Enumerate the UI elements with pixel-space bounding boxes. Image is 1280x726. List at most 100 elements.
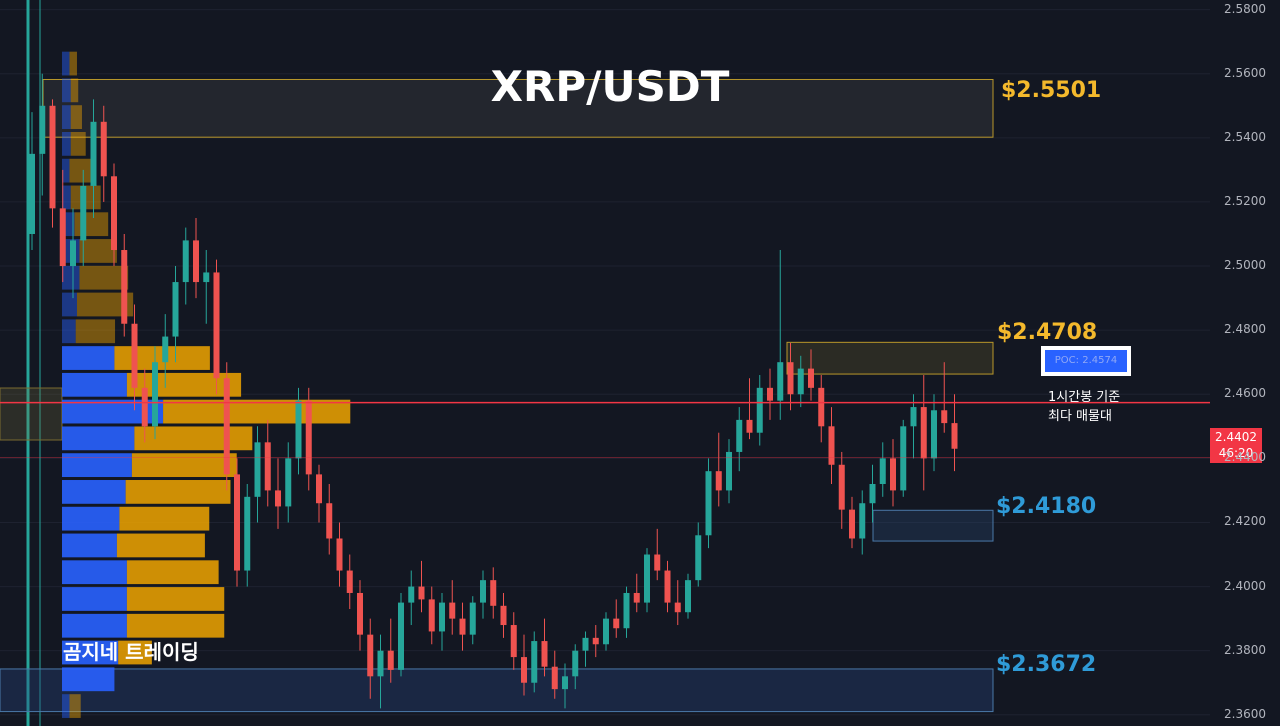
volume-profile-buy-24 — [62, 694, 70, 718]
price-axis-tick-7: 2.4400 — [1224, 450, 1266, 465]
volume-profile-buy-21 — [62, 613, 127, 638]
volume-profile-buy-12 — [62, 372, 127, 397]
candle-body-87 — [920, 407, 927, 459]
volume-profile-sell-14 — [134, 426, 253, 451]
volume-profile-buy-20 — [62, 587, 127, 611]
poc-label: POC: 2.4574 — [1045, 350, 1127, 372]
candle-body-71 — [756, 387, 763, 433]
zone-label-lower-major: $2.3672 — [996, 652, 1097, 677]
volume-profile-buy-0 — [62, 51, 70, 76]
volume-profile-buy-15 — [62, 453, 132, 478]
candle-body-75 — [797, 368, 804, 395]
candle-body-86 — [910, 407, 917, 427]
price-axis-tick-10: 2.3800 — [1224, 642, 1266, 657]
poc-label-box: POC: 2.4574 — [1041, 346, 1131, 376]
volume-profile-buy-3 — [62, 131, 71, 156]
zone-box-0 — [42, 78, 994, 138]
price-axis-tick-6: 2.4600 — [1224, 386, 1266, 401]
volume-profile-buy-18 — [62, 533, 117, 558]
zone-label-upper-minor: $2.4708 — [997, 320, 1098, 345]
volume-profile-buy-16 — [62, 480, 126, 504]
candle-body-21 — [244, 496, 251, 571]
candle-body-83 — [879, 458, 886, 484]
candle-body-78 — [828, 426, 835, 465]
poc-zone-stub — [0, 387, 63, 441]
volume-profile-sell-10 — [75, 319, 116, 344]
candle-body-14 — [172, 282, 179, 337]
candle-body-73 — [777, 362, 784, 401]
volume-profile-buy-19 — [62, 560, 127, 585]
price-axis-tick-1: 2.5600 — [1224, 65, 1266, 80]
price-axis-tick-11: 2.3600 — [1224, 706, 1266, 721]
candle-body-25 — [285, 458, 292, 507]
candle-body-4 — [70, 240, 76, 267]
candle-body-50 — [541, 641, 548, 667]
volume-profile-sell-22 — [118, 640, 152, 665]
volume-profile-sell-17 — [119, 506, 210, 531]
candle-body-84 — [890, 458, 896, 491]
candle-body-36 — [398, 602, 404, 670]
candle-body-58 — [623, 592, 630, 629]
candle-body-57 — [613, 618, 620, 629]
candle-body-15 — [182, 240, 189, 283]
candle-body-5 — [80, 185, 87, 241]
candle-body-7 — [100, 121, 107, 177]
candle-body-49 — [531, 641, 538, 683]
candle-body-77 — [818, 387, 825, 427]
volume-profile-sell-18 — [116, 533, 205, 558]
candle-body-41 — [449, 602, 456, 619]
candle-body-51 — [551, 666, 558, 690]
candle-body-80 — [849, 509, 855, 539]
chart-title: XRP/USDT — [490, 62, 730, 111]
volume-profile-buy-9 — [62, 292, 77, 317]
volume-profile-sell-2 — [70, 105, 82, 129]
candle-body-28 — [316, 474, 322, 504]
volume-profile-buy-5 — [62, 185, 71, 210]
candle-body-82 — [869, 484, 876, 504]
candle-body-31 — [346, 570, 353, 593]
candle-body-3 — [59, 208, 66, 267]
price-axis-tick-4: 2.5000 — [1224, 258, 1266, 273]
volume-profile-sell-9 — [76, 292, 134, 317]
candle-body-67 — [715, 471, 722, 491]
candle-body-45 — [490, 580, 497, 606]
candle-body-59 — [633, 592, 640, 603]
candle-body-68 — [726, 451, 732, 491]
candle-body-47 — [510, 625, 517, 658]
volume-profile-sell-20 — [126, 587, 225, 611]
candle-body-46 — [500, 605, 507, 626]
candle-body-56 — [603, 618, 609, 645]
candle-body-9 — [121, 250, 128, 324]
candle-body-1 — [39, 105, 46, 154]
candle-body-12 — [152, 362, 158, 427]
volume-profile-buy-11 — [62, 346, 115, 370]
volume-profile-sell-21 — [126, 613, 225, 638]
price-axis-tick-9: 2.4000 — [1224, 578, 1266, 593]
candle-body-6 — [90, 121, 97, 186]
poc-note: 1시간봉 기준 최다 매물대 — [1048, 390, 1121, 424]
candle-body-53 — [572, 650, 579, 677]
price-axis-tick-5: 2.4800 — [1224, 322, 1266, 337]
volume-profile-buy-10 — [62, 319, 76, 344]
volume-profile-buy-22 — [62, 640, 119, 665]
candle-body-74 — [787, 362, 794, 395]
candle-body-40 — [439, 602, 445, 632]
volume-profile-sell-24 — [69, 694, 81, 718]
zone-box-1 — [786, 341, 994, 375]
candle-body-89 — [941, 410, 948, 424]
candle-body-18 — [213, 272, 220, 379]
candle-body-20 — [234, 474, 240, 571]
volume-profile-buy-14 — [62, 426, 135, 451]
candle-body-2 — [49, 105, 56, 209]
candle-body-11 — [141, 387, 148, 427]
candle-body-37 — [408, 586, 415, 603]
candle-body-81 — [859, 503, 866, 539]
volume-profile-buy-2 — [62, 105, 71, 129]
candle-body-22 — [254, 442, 261, 497]
candle-body-34 — [377, 650, 384, 677]
volume-profile-sell-0 — [69, 51, 77, 76]
candle-body-54 — [582, 637, 589, 651]
brand-watermark: 곰지네 트레이딩 — [63, 640, 199, 664]
